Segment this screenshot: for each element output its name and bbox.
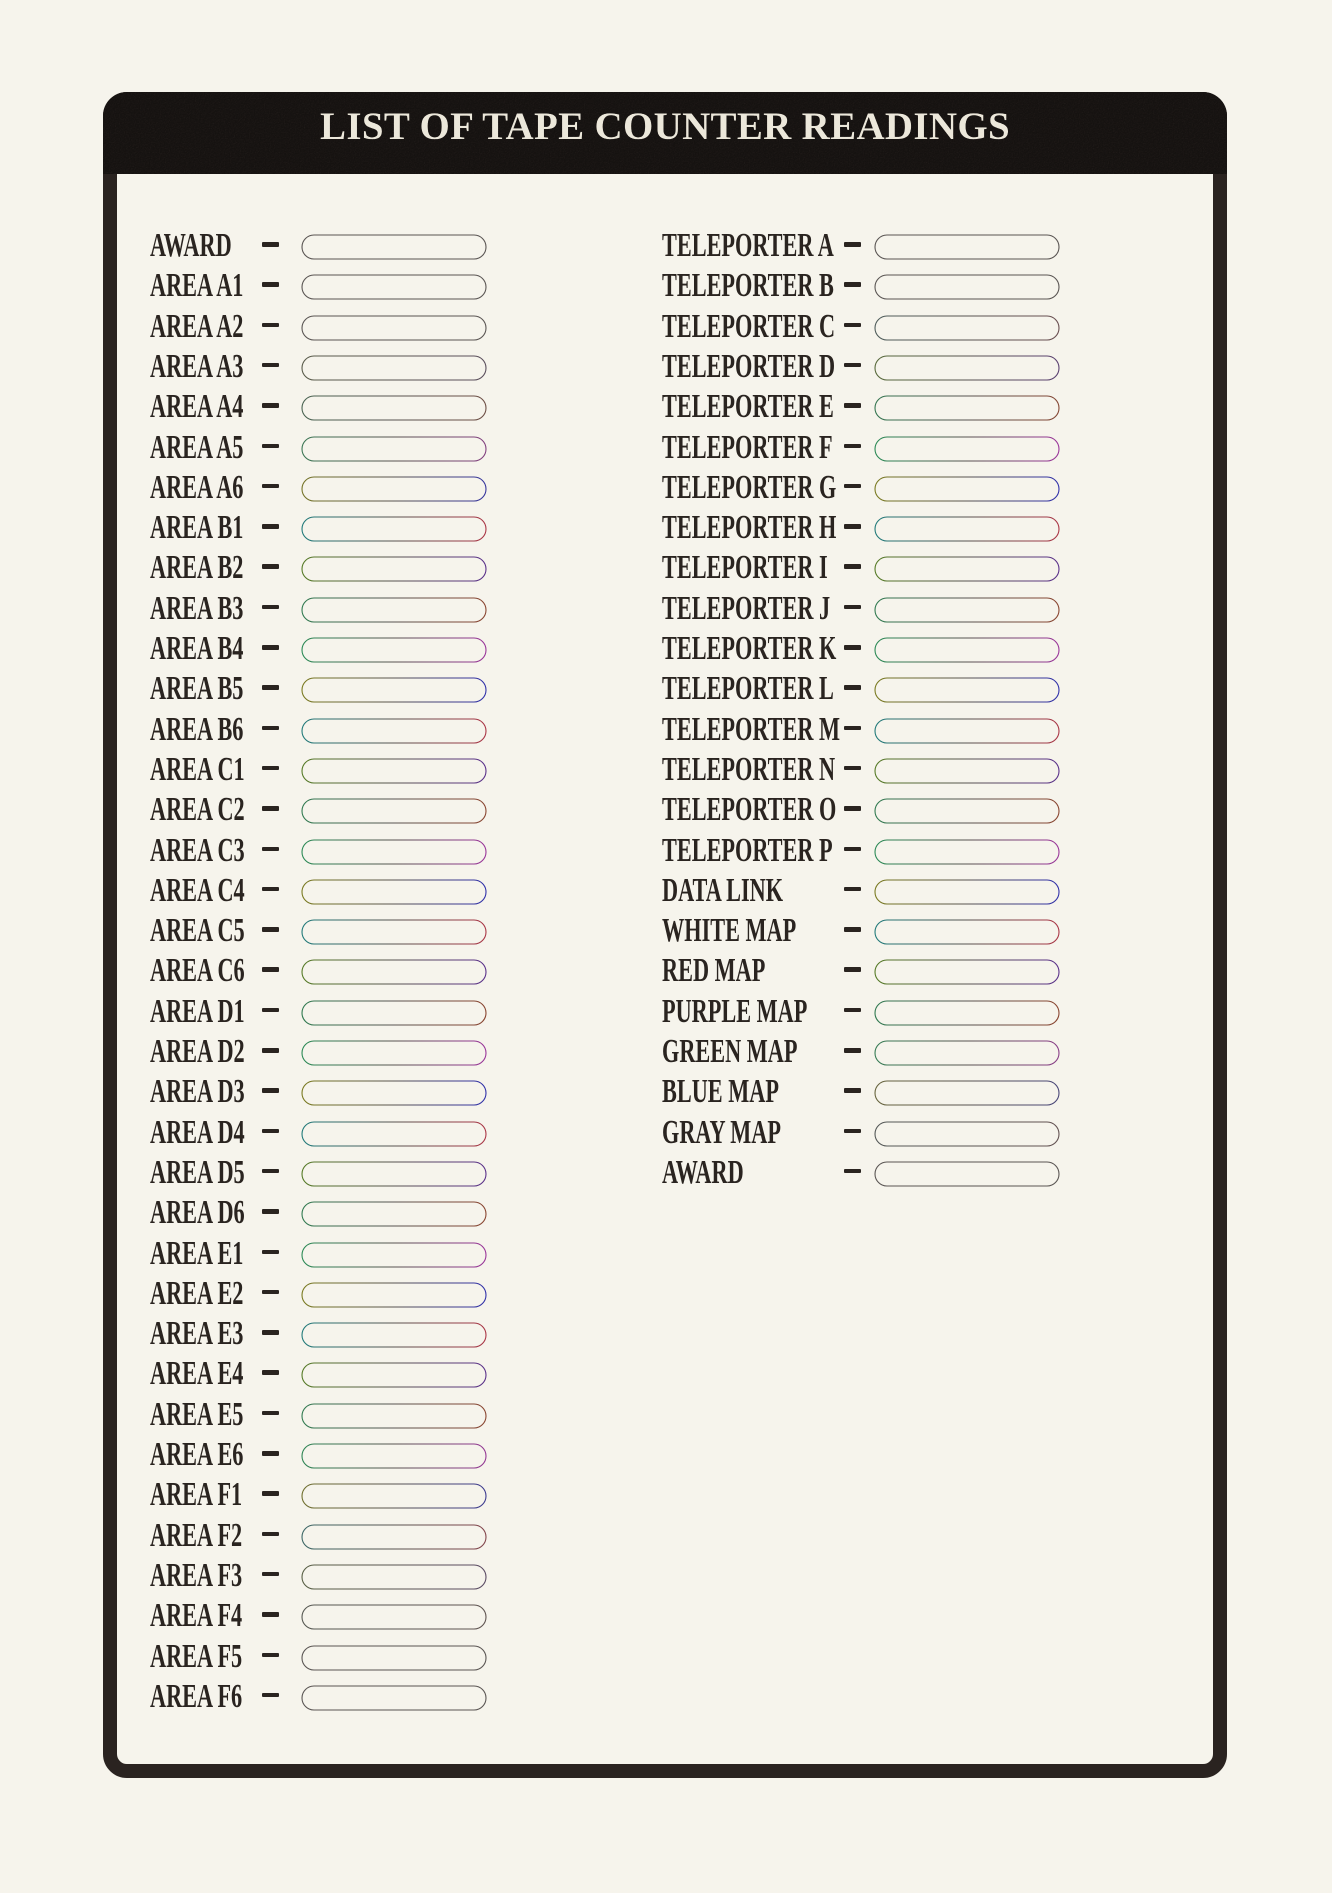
svg-text:AREA D1: AREA D1 xyxy=(150,993,245,1030)
svg-text:AREA C3: AREA C3 xyxy=(150,832,245,869)
svg-text:RED MAP: RED MAP xyxy=(662,952,765,989)
svg-text:GRAY MAP: GRAY MAP xyxy=(662,1114,781,1151)
svg-text:TELEPORTER O: TELEPORTER O xyxy=(662,791,836,828)
svg-text:AREA F2: AREA F2 xyxy=(150,1517,242,1554)
svg-text:AREA C5: AREA C5 xyxy=(150,912,245,949)
svg-text:GREEN MAP: GREEN MAP xyxy=(662,1033,797,1070)
svg-text:AREA B6: AREA B6 xyxy=(150,711,243,748)
svg-text:TELEPORTER B: TELEPORTER B xyxy=(662,267,834,304)
svg-text:AREA B5: AREA B5 xyxy=(150,670,243,707)
svg-text:AREA E4: AREA E4 xyxy=(150,1355,243,1392)
svg-text:TELEPORTER I: TELEPORTER I xyxy=(662,549,828,586)
svg-text:BLUE MAP: BLUE MAP xyxy=(662,1073,779,1110)
svg-text:AREA D6: AREA D6 xyxy=(150,1194,245,1231)
svg-text:TELEPORTER H: TELEPORTER H xyxy=(662,509,836,546)
svg-text:AREA C2: AREA C2 xyxy=(150,791,245,828)
svg-text:WHITE MAP: WHITE MAP xyxy=(662,912,796,949)
svg-text:AREA A6: AREA A6 xyxy=(150,469,243,506)
svg-text:AREA A1: AREA A1 xyxy=(150,267,243,304)
svg-text:DATA LINK: DATA LINK xyxy=(662,872,783,909)
svg-text:PURPLE MAP: PURPLE MAP xyxy=(662,993,807,1030)
svg-text:AREA E2: AREA E2 xyxy=(150,1275,243,1312)
svg-text:TELEPORTER F: TELEPORTER F xyxy=(662,429,833,466)
svg-text:AREA E6: AREA E6 xyxy=(150,1436,243,1473)
svg-text:AREA C1: AREA C1 xyxy=(150,751,245,788)
svg-text:AREA A4: AREA A4 xyxy=(150,388,243,425)
svg-text:TELEPORTER M: TELEPORTER M xyxy=(662,711,840,748)
svg-text:AREA B3: AREA B3 xyxy=(150,590,243,627)
svg-text:AREA F4: AREA F4 xyxy=(150,1597,242,1634)
svg-text:TELEPORTER L: TELEPORTER L xyxy=(662,670,834,707)
svg-text:AREA C6: AREA C6 xyxy=(150,952,245,989)
svg-text:AREA E3: AREA E3 xyxy=(150,1315,243,1352)
svg-text:AREA B1: AREA B1 xyxy=(150,509,243,546)
svg-text:AREA B2: AREA B2 xyxy=(150,549,243,586)
svg-text:AREA A5: AREA A5 xyxy=(150,429,243,466)
svg-text:AREA F5: AREA F5 xyxy=(150,1638,242,1675)
svg-text:TELEPORTER N: TELEPORTER N xyxy=(662,751,835,788)
svg-text:AREA A2: AREA A2 xyxy=(150,308,243,345)
svg-text:AREA F6: AREA F6 xyxy=(150,1678,242,1715)
svg-text:TELEPORTER K: TELEPORTER K xyxy=(662,630,837,667)
svg-text:AWARD: AWARD xyxy=(662,1154,744,1191)
svg-text:TELEPORTER P: TELEPORTER P xyxy=(662,832,833,869)
svg-text:AREA F1: AREA F1 xyxy=(150,1476,242,1513)
svg-text:AREA D2: AREA D2 xyxy=(150,1033,245,1070)
svg-text:AREA B4: AREA B4 xyxy=(150,630,243,667)
svg-text:AREA D4: AREA D4 xyxy=(150,1114,245,1151)
svg-text:AREA E5: AREA E5 xyxy=(150,1396,243,1433)
svg-text:AREA E1: AREA E1 xyxy=(150,1235,243,1272)
svg-text:TELEPORTER A: TELEPORTER A xyxy=(662,227,834,264)
svg-text:TELEPORTER J: TELEPORTER J xyxy=(662,590,830,627)
svg-text:AWARD: AWARD xyxy=(150,227,232,264)
svg-text:AREA A3: AREA A3 xyxy=(150,348,243,385)
svg-text:AREA D5: AREA D5 xyxy=(150,1154,245,1191)
svg-text:TELEPORTER G: TELEPORTER G xyxy=(662,469,836,506)
svg-text:TELEPORTER C: TELEPORTER C xyxy=(662,308,835,345)
svg-text:TELEPORTER E: TELEPORTER E xyxy=(662,388,834,425)
svg-text:TELEPORTER D: TELEPORTER D xyxy=(662,348,835,385)
svg-text:AREA F3: AREA F3 xyxy=(150,1557,242,1594)
svg-text:AREA C4: AREA C4 xyxy=(150,872,245,909)
svg-text:AREA D3: AREA D3 xyxy=(150,1073,245,1110)
